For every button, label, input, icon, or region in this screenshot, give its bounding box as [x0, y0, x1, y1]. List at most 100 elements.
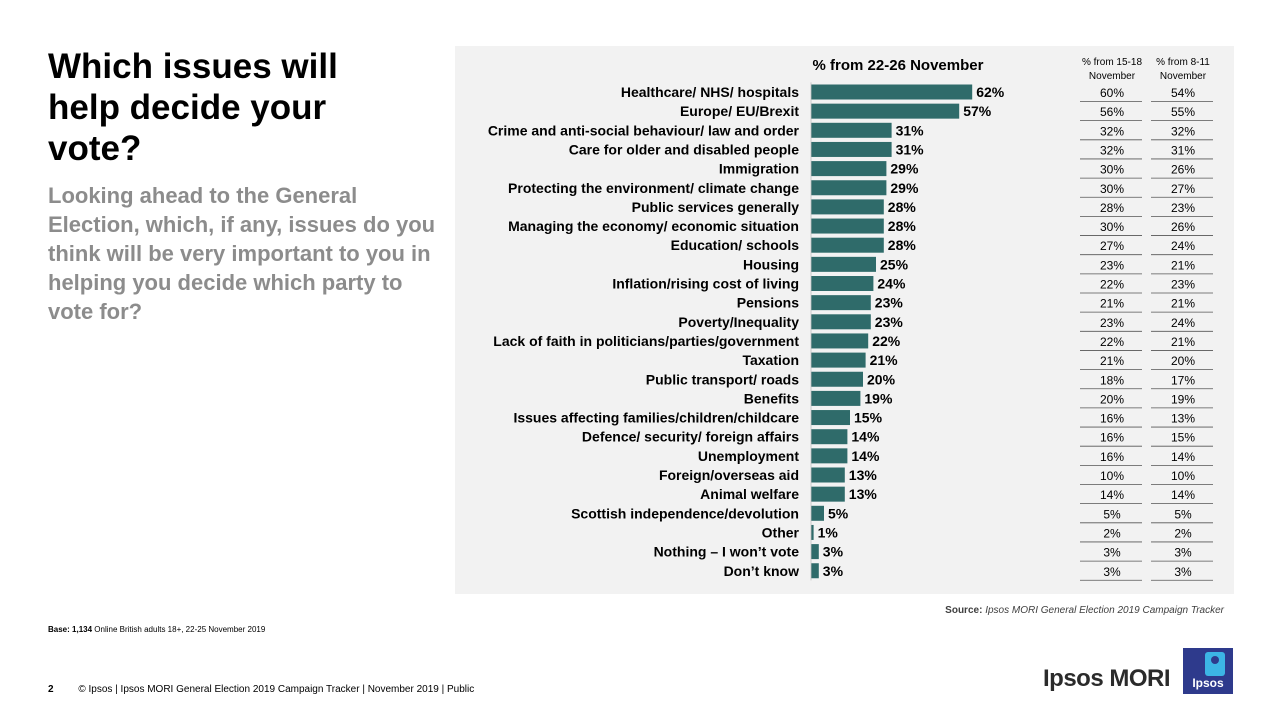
- comparison-value: 32%: [1171, 124, 1195, 138]
- category-label: Managing the economy/ economic situation: [508, 218, 799, 234]
- comparison-value: 30%: [1100, 182, 1124, 196]
- comparison-value: 16%: [1100, 450, 1124, 464]
- comparison-header-1-line1: % from 15-18: [1081, 57, 1143, 68]
- comparison-value: 32%: [1100, 143, 1124, 157]
- category-label: Taxation: [742, 352, 799, 368]
- comparison-value: 18%: [1100, 373, 1124, 387]
- bar: [811, 390, 861, 406]
- bar: [811, 103, 960, 119]
- comparison-value: 24%: [1171, 316, 1195, 330]
- bar-value-label: 14%: [851, 429, 880, 445]
- category-label: Crime and anti-social behaviour/ law and…: [488, 122, 800, 138]
- base-number: 1,134: [72, 625, 93, 634]
- comparison-value: 28%: [1100, 201, 1124, 215]
- bar-value-label: 14%: [851, 448, 880, 464]
- bar-value-label: 19%: [864, 390, 893, 406]
- bar-value-label: 13%: [849, 467, 878, 483]
- comparison-value: 16%: [1100, 431, 1124, 445]
- comparison-value: 3%: [1174, 546, 1192, 560]
- base-note: Base: 1,134 Online British adults 18+, 2…: [48, 625, 265, 634]
- category-label: Unemployment: [698, 448, 799, 464]
- page-title: Which issues will help decide your vote?: [48, 47, 338, 168]
- comparison-value: 55%: [1171, 105, 1195, 119]
- bar-value-label: 25%: [880, 256, 909, 272]
- bar-value-label: 57%: [963, 103, 992, 119]
- question-text: Looking ahead to the General Election, w…: [48, 183, 436, 324]
- bar-value-label: 23%: [875, 314, 904, 330]
- bar-value-label: 13%: [849, 486, 878, 502]
- comparison-value: 5%: [1174, 507, 1192, 521]
- bar-value-label: 29%: [890, 161, 919, 177]
- comparison-value: 21%: [1100, 354, 1124, 368]
- source-label: Source:: [945, 605, 983, 616]
- category-label: Immigration: [719, 161, 799, 177]
- category-label: Nothing – I won’t vote: [654, 544, 800, 560]
- bar-value-label: 3%: [823, 563, 844, 579]
- bar-value-label: 24%: [877, 276, 906, 292]
- comparison-value: 3%: [1103, 565, 1121, 579]
- bar: [811, 524, 814, 540]
- comparison-value: 30%: [1100, 220, 1124, 234]
- comparison-value: 21%: [1100, 297, 1124, 311]
- ipsos-mori-logo-text: Ipsos MORI: [1043, 665, 1171, 692]
- bar: [811, 429, 848, 445]
- bar: [811, 486, 845, 502]
- comparison-header-2-line1: % from 8-11: [1156, 57, 1210, 68]
- bar-value-label: 21%: [870, 352, 899, 368]
- bar: [811, 333, 869, 349]
- category-label: Europe/ EU/Brexit: [680, 103, 799, 119]
- comparison-value: 20%: [1171, 354, 1195, 368]
- category-label: Scottish independence/devolution: [571, 505, 799, 521]
- category-label: Inflation/rising cost of living: [612, 276, 799, 292]
- comparison-value: 27%: [1100, 239, 1124, 253]
- bar: [811, 295, 871, 311]
- bar: [811, 180, 887, 196]
- bar-value-label: 22%: [872, 333, 901, 349]
- comparison-header-1: % from 15-18 November: [1079, 56, 1145, 84]
- comparison-value: 14%: [1171, 450, 1195, 464]
- logo-figure-icon: [1205, 652, 1225, 676]
- bar-value-label: 23%: [875, 295, 904, 311]
- category-label: Protecting the environment/ climate chan…: [508, 180, 799, 196]
- bar: [811, 161, 887, 177]
- source-note: Source: Ipsos MORI General Election 2019…: [945, 605, 1224, 616]
- category-label: Lack of faith in politicians/parties/gov…: [493, 333, 799, 349]
- category-label: Pensions: [737, 295, 799, 311]
- category-label: Poverty/Inequality: [678, 314, 799, 330]
- bar-value-label: 62%: [976, 84, 1005, 100]
- comparison-value: 21%: [1171, 258, 1195, 272]
- base-label: Base:: [48, 625, 70, 634]
- bar: [811, 84, 973, 100]
- category-label: Other: [762, 524, 800, 540]
- category-label: Public services generally: [632, 199, 800, 215]
- comparison-value: 14%: [1100, 488, 1124, 502]
- bar: [811, 256, 876, 272]
- comparison-value: 23%: [1100, 316, 1124, 330]
- bar: [811, 448, 848, 464]
- bar: [811, 352, 866, 368]
- comparison-value: 23%: [1171, 201, 1195, 215]
- category-label: Foreign/overseas aid: [659, 467, 799, 483]
- comparison-value: 10%: [1171, 469, 1195, 483]
- footer: 2 © Ipsos | Ipsos MORI General Election …: [48, 684, 474, 695]
- bar: [811, 237, 884, 253]
- category-label: Benefits: [744, 390, 799, 406]
- comparison-value: 60%: [1100, 86, 1124, 100]
- category-label: Issues affecting families/children/child…: [513, 410, 799, 426]
- bar-value-label: 29%: [890, 180, 919, 196]
- comparison-value: 23%: [1100, 258, 1124, 272]
- source-text: Ipsos MORI General Election 2019 Campaig…: [985, 605, 1224, 616]
- comparison-value: 30%: [1100, 163, 1124, 177]
- category-label: Animal welfare: [700, 486, 799, 502]
- bar: [811, 544, 819, 560]
- bar: [811, 563, 819, 579]
- comparison-value: 2%: [1103, 526, 1121, 540]
- comparison-value: 24%: [1171, 239, 1195, 253]
- chart-title: % from 22-26 November: [812, 57, 984, 74]
- comparison-value: 10%: [1100, 469, 1124, 483]
- comparison-value: 13%: [1171, 412, 1195, 426]
- comparison-value: 23%: [1171, 278, 1195, 292]
- comparison-value: 16%: [1100, 412, 1124, 426]
- comparison-value: 22%: [1100, 278, 1124, 292]
